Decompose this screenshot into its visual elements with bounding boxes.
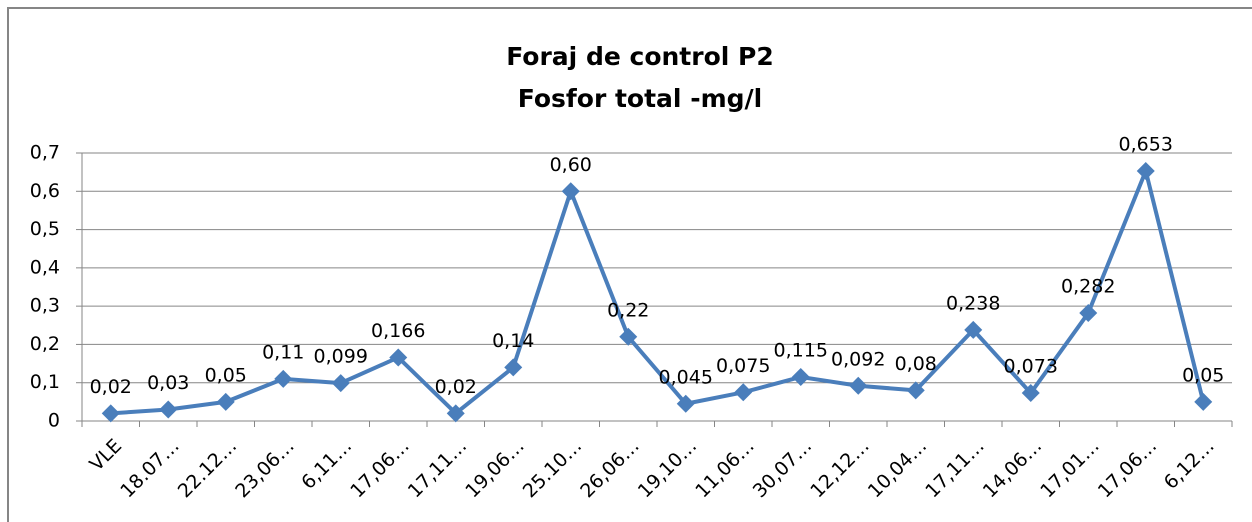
data-point (274, 369, 293, 388)
data-point (964, 320, 983, 339)
data-line (110, 168, 1206, 416)
data-point (1194, 392, 1213, 411)
data-point (906, 381, 925, 400)
data-point (331, 374, 350, 393)
data-label: 0,11 (262, 341, 304, 363)
y-tick-label: 0,5 (30, 218, 60, 240)
data-label: 0,073 (1004, 356, 1058, 378)
data-label: 0,14 (492, 330, 534, 352)
data-point (446, 404, 465, 423)
data-point (734, 383, 753, 402)
y-tick-label: 0,1 (30, 371, 60, 393)
data-label: 0,02 (435, 376, 477, 398)
data-label: 0,05 (205, 364, 247, 386)
data-label: 0,22 (607, 299, 649, 321)
data-label: 0,238 (946, 292, 1000, 314)
y-tick-label: 0,7 (30, 142, 60, 164)
y-tick-label: 0,2 (30, 333, 60, 355)
data-point (676, 394, 695, 413)
data-point (1079, 304, 1098, 323)
y-tick-label: 0,6 (30, 180, 60, 202)
data-label: 0,60 (550, 154, 592, 176)
data-point (561, 182, 580, 201)
data-point (849, 376, 868, 395)
data-label: 0,282 (1061, 276, 1115, 298)
data-label: 0,045 (659, 366, 713, 388)
data-label: 0,115 (774, 339, 828, 361)
data-point (1021, 384, 1040, 403)
chart-title: Foraj de control P2 (506, 42, 774, 71)
chart-border (7, 7, 1252, 522)
chart-subtitle: Fosfor total -mg/l (518, 84, 762, 113)
data-label: 0,166 (371, 320, 425, 342)
data-point (619, 327, 638, 346)
data-point (1136, 161, 1155, 180)
data-point (159, 400, 178, 419)
data-point (216, 392, 235, 411)
data-label: 0,075 (716, 355, 770, 377)
y-tick-label: 0 (48, 410, 60, 432)
y-tick-label: 0,3 (30, 295, 60, 317)
data-label: 0,092 (831, 348, 885, 370)
data-label: 0,02 (90, 376, 132, 398)
data-label: 0,653 (1119, 133, 1173, 155)
data-point (389, 348, 408, 367)
data-point (504, 358, 523, 377)
data-label: 0,03 (147, 372, 189, 394)
data-point (791, 367, 810, 386)
data-label: 0,05 (1182, 364, 1224, 386)
y-tick-label: 0,4 (30, 256, 60, 278)
data-label: 0,08 (895, 353, 937, 375)
data-label: 0,099 (314, 346, 368, 368)
data-point (101, 404, 120, 423)
